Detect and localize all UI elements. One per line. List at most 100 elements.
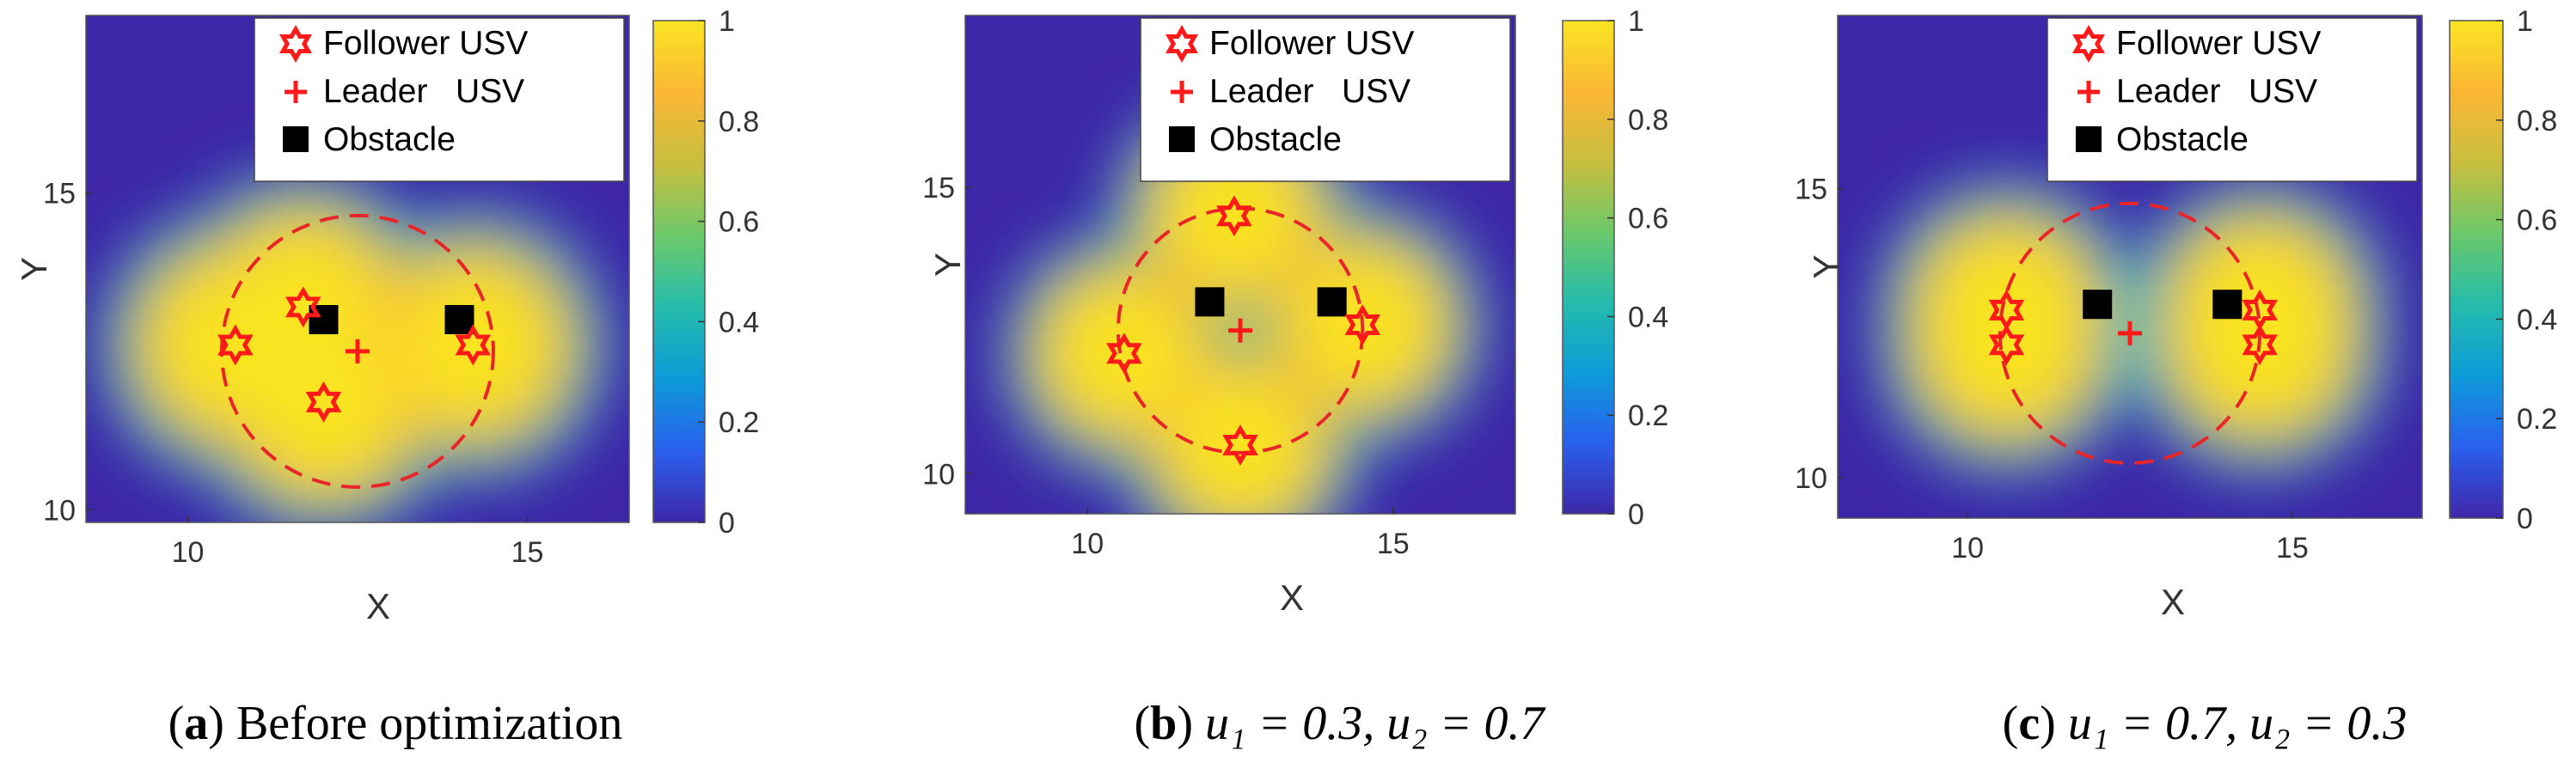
plot-frame	[964, 15, 1516, 515]
follower-marker	[1216, 195, 1252, 237]
legend-leader-icon	[285, 81, 307, 103]
colorbar-tick-label: 0.2	[719, 406, 759, 439]
colorbar: 0 0.2 0.4 0.6 0.8 1	[2449, 5, 2557, 535]
legend-follower-icon	[1166, 24, 1198, 64]
legend-entry: Leader USV	[1209, 73, 1410, 110]
colorbar-tick-label: 1	[719, 5, 735, 38]
follower-marker	[1988, 324, 2025, 366]
panel-caption: (a) Before optimization	[168, 697, 623, 750]
obstacle-marker	[2083, 290, 2113, 320]
heatmap	[1838, 15, 2422, 518]
heatmap	[965, 15, 1515, 514]
legend-entry: Obstacle	[1209, 121, 1342, 158]
x-tick-label: 15	[2276, 532, 2309, 565]
caption-open-paren: (	[2003, 697, 2019, 750]
caption-text: u₁ = 0.3, u₂ = 0.7	[1205, 697, 1546, 750]
colorbar-tick-label: 0.8	[2517, 105, 2557, 137]
colorbar-gradient	[652, 20, 706, 523]
legend-leader-icon	[2077, 81, 2100, 103]
y-tick-label: 10	[1795, 462, 1827, 495]
heatmap-blob	[1057, 287, 1191, 420]
y-tick-label: 15	[43, 178, 76, 211]
obstacle-marker	[1317, 287, 1347, 317]
leader-marker	[2118, 320, 2142, 345]
legend-obstacle-icon	[2076, 126, 2102, 152]
colorbar-tick-label: 0	[2517, 503, 2533, 535]
legend-entry: Obstacle	[323, 121, 456, 158]
heatmap-blob	[1936, 274, 2077, 416]
y-tick-label: 15	[1795, 174, 1827, 206]
caption-open-paren: (	[168, 697, 185, 750]
heatmap-blob	[399, 271, 548, 419]
colorbar: 0 0.2 0.4 0.6 0.8 1	[652, 5, 759, 540]
legend-obstacle-icon	[1169, 126, 1195, 152]
colorbar-tick-label: 0.6	[1628, 203, 1668, 235]
obstacle-marker	[444, 305, 474, 334]
y-axis-label: Y	[1806, 254, 1846, 278]
follower-marker	[2242, 324, 2278, 366]
caption-close-paren: )	[208, 697, 236, 750]
heatmap-blob	[1167, 150, 1301, 283]
colorbar-tick-label: 0.8	[719, 106, 759, 138]
colorbar-tick-label: 0	[1628, 498, 1644, 531]
legend-box	[254, 17, 625, 182]
caption-close-paren: )	[1177, 697, 1205, 750]
y-tick-label: 15	[922, 172, 955, 204]
legend: Follower USV Leader USV Obstacle	[254, 17, 625, 182]
x-tick-label: 15	[511, 536, 544, 569]
obstacle-marker	[2212, 290, 2243, 320]
legend-entry: Leader USV	[2116, 73, 2317, 110]
caption-text: u₁ = 0.7, u₂ = 0.3	[2068, 697, 2408, 750]
colorbar-tick-label: 1	[2517, 5, 2533, 38]
heatmap	[86, 15, 629, 522]
y-axis-label: Y	[927, 253, 968, 277]
follower-marker	[1222, 424, 1258, 466]
legend-entry: Follower USV	[2116, 25, 2321, 62]
x-axis-label: X	[1280, 577, 1304, 618]
follower-marker	[305, 381, 342, 423]
leader-marker	[346, 339, 370, 363]
obstacle-marker	[1195, 287, 1225, 317]
colorbar-tick-label: 0.2	[1628, 400, 1668, 432]
x-tick-label: 10	[172, 536, 205, 569]
legend-entry: Follower USV	[1209, 25, 1414, 62]
follower-marker	[1344, 304, 1381, 345]
legend: Follower USV Leader USV Obstacle	[2047, 17, 2418, 182]
caption-close-paren: )	[2040, 697, 2068, 750]
y-axis-label: Y	[14, 257, 54, 281]
legend-entry: Obstacle	[2116, 121, 2249, 158]
colorbar-tick-label: 0.4	[719, 306, 759, 339]
colorbar-tick-label: 0.2	[2517, 403, 2557, 436]
x-tick-label: 15	[1377, 528, 1410, 560]
panel-caption: (c) u₁ = 0.7, u₂ = 0.3	[2003, 697, 2408, 750]
follower-marker	[1106, 333, 1142, 375]
legend-box	[1140, 17, 1511, 182]
heatmap-field	[98, 170, 610, 522]
legend-entry: Leader USV	[323, 73, 524, 110]
caption-open-paren: (	[1135, 697, 1151, 750]
y-tick-label: 10	[43, 494, 76, 527]
colorbar-gradient	[2449, 20, 2504, 519]
caption-letter: b	[1150, 697, 1177, 750]
legend-follower-icon	[279, 24, 312, 64]
leader-marker	[1228, 318, 1252, 343]
caption-text: Before optimization	[236, 697, 622, 750]
heatmap-field	[1875, 179, 2391, 476]
colorbar: 0 0.2 0.4 0.6 0.8 1	[1562, 5, 1668, 531]
legend-follower-icon	[2072, 24, 2105, 64]
colorbar-tick-label: 0.6	[719, 206, 759, 239]
plot-frame	[1837, 15, 2423, 519]
legend-entry: Follower USV	[323, 25, 528, 62]
caption-letter: a	[184, 697, 208, 750]
plot-frame	[85, 15, 630, 523]
colorbar-tick-label: 0.4	[2517, 303, 2557, 336]
legend-leader-icon	[1171, 81, 1193, 103]
follower-marker	[285, 286, 321, 328]
colorbar-gradient	[1562, 20, 1615, 515]
colorbar-tick-label: 0.8	[1628, 104, 1668, 137]
heatmap-blob	[249, 328, 398, 476]
